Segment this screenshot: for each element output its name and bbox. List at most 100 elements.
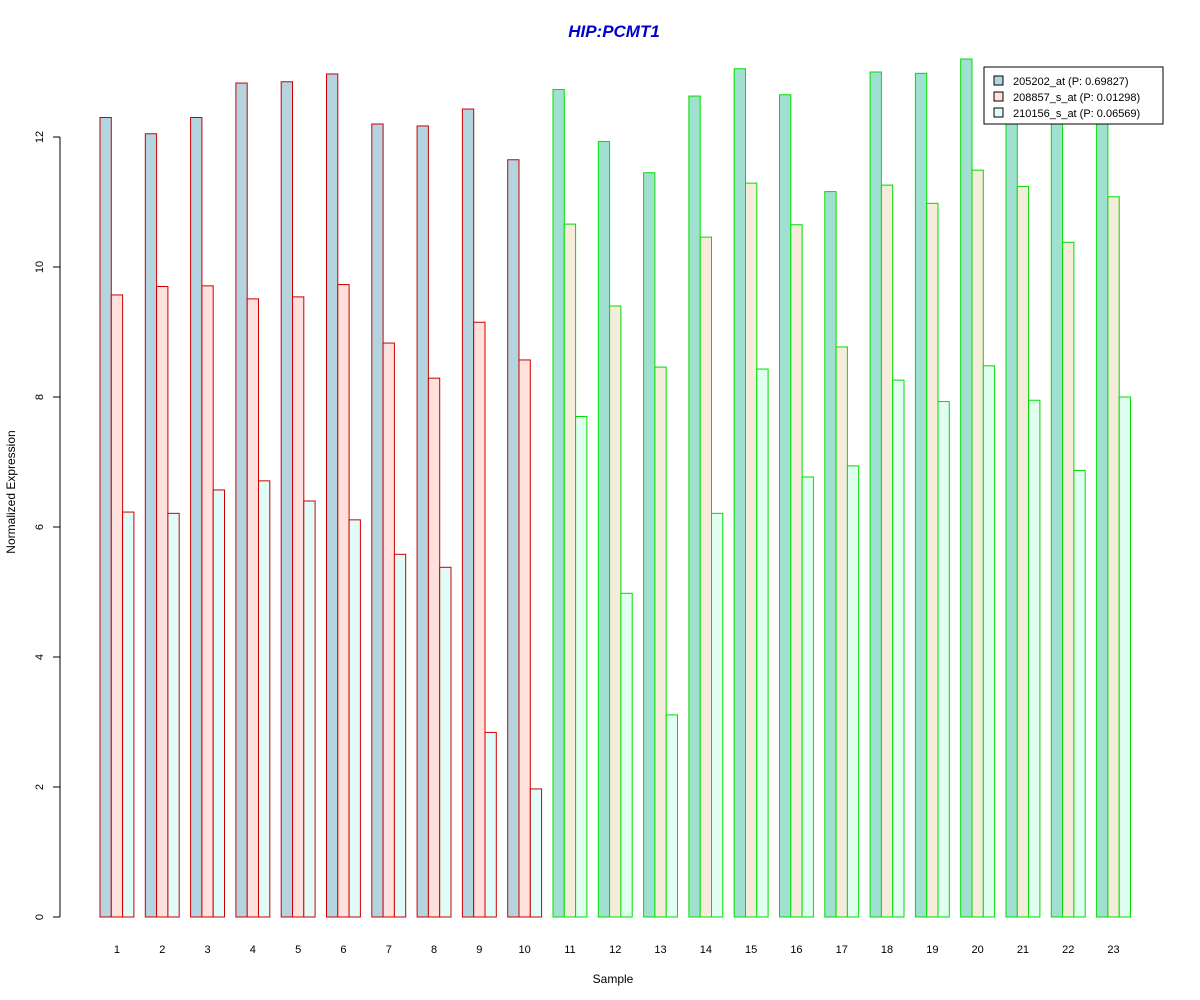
bar-sample-13-series-1: [643, 172, 656, 918]
x-tick-label: 10: [519, 944, 531, 956]
bar-sample-11-series-3: [575, 416, 588, 918]
bar-sample-19-series-3: [937, 401, 950, 918]
bars: [99, 58, 1131, 918]
bar-sample-21-series-2: [1016, 185, 1030, 918]
bar-sample-10-series-2: [518, 359, 531, 918]
bar-sample-23-series-2: [1107, 196, 1120, 918]
bar-sample-9-series-3: [484, 731, 497, 918]
legend-entry-1: 205202_at (P: 0.69827): [1013, 76, 1129, 88]
x-tick-label: 21: [1017, 944, 1029, 956]
bar-sample-15-series-1: [733, 68, 747, 918]
bar-sample-3-series-3: [212, 489, 225, 918]
bar-sample-12-series-1: [597, 141, 611, 918]
bar-sample-8-series-2: [427, 377, 441, 918]
y-axis-label: Normalized Expression: [4, 430, 18, 553]
legend-box: [983, 66, 1164, 125]
x-axis-label: Sample: [593, 972, 634, 986]
bar-sample-13-series-2: [654, 366, 667, 918]
bar-sample-7-series-2: [382, 342, 395, 918]
y-tick-label: 0: [34, 914, 46, 920]
x-tick-label: 15: [745, 944, 757, 956]
bar-sample-3-series-2: [201, 285, 214, 918]
bar-sample-21-series-1: [1005, 110, 1018, 918]
legend-entry-2: 208857_s_at (P: 0.01298): [1013, 92, 1140, 104]
bar-sample-18-series-2: [880, 184, 894, 918]
legend: 205202_at (P: 0.69827) 208857_s_at (P: 0.…: [983, 66, 1164, 125]
bar-sample-5-series-1: [280, 81, 294, 918]
y-tick-label: 2: [34, 784, 46, 790]
bar-sample-20-series-2: [971, 169, 984, 918]
bar-sample-15-series-3: [756, 368, 769, 918]
legend-swatch-1: [993, 75, 1004, 86]
bar-sample-20-series-1: [960, 58, 973, 918]
x-tick-label: 22: [1062, 944, 1074, 956]
bar-sample-5-series-2: [292, 296, 305, 918]
bar-sample-17-series-3: [846, 465, 860, 918]
legend-entry-3: 210156_s_at (P: 0.06569): [1013, 108, 1140, 120]
bar-sample-11-series-1: [552, 89, 565, 918]
legend-swatch-3: [993, 107, 1004, 118]
bar-sample-14-series-1: [688, 95, 701, 918]
bar-sample-2-series-2: [156, 286, 169, 918]
x-tick-label: 8: [431, 944, 437, 956]
x-tick-label: 17: [836, 944, 848, 956]
bar-sample-18-series-1: [869, 71, 882, 918]
bar-sample-11-series-2: [563, 223, 577, 918]
bar-sample-9-series-1: [461, 108, 475, 918]
x-tick-label: 20: [972, 944, 984, 956]
x-tick-label: 3: [204, 944, 210, 956]
bar-sample-19-series-1: [914, 72, 928, 918]
bar-sample-15-series-2: [745, 182, 758, 918]
x-tick-label: 16: [790, 944, 802, 956]
bar-sample-6-series-1: [326, 73, 339, 918]
bar-sample-22-series-3: [1073, 469, 1086, 918]
bar-sample-13-series-3: [665, 714, 679, 918]
x-tick-label: 23: [1107, 944, 1119, 956]
bar-sample-6-series-2: [337, 284, 350, 918]
bar-sample-5-series-3: [303, 500, 316, 918]
bar-sample-8-series-3: [439, 566, 452, 918]
y-tick-label: 8: [34, 394, 46, 400]
legend-swatch-2: [993, 91, 1004, 102]
x-tick-label: 2: [159, 944, 165, 956]
x-tick-labels: 1 2 3 4 5 6 7 8 9 10 11 12 13 14 15 16 17 18 19 20 21 22 23: [114, 944, 1120, 956]
bar-sample-4-series-3: [258, 480, 271, 918]
bar-sample-2-series-3: [167, 512, 180, 918]
x-tick-label: 6: [340, 944, 346, 956]
x-tick-label: 19: [926, 944, 938, 956]
bar-sample-10-series-1: [507, 159, 520, 918]
y-tick-label: 12: [34, 131, 46, 143]
bar-sample-9-series-2: [473, 321, 486, 918]
bar-sample-16-series-1: [779, 94, 792, 918]
bar-sample-22-series-2: [1062, 241, 1075, 918]
bar-sample-17-series-2: [835, 346, 848, 918]
bar-sample-7-series-1: [371, 123, 384, 918]
bar-sample-1-series-2: [110, 294, 124, 918]
bar-sample-1-series-3: [122, 511, 135, 918]
bar-sample-20-series-3: [982, 365, 996, 918]
x-tick-label: 1: [114, 944, 120, 956]
bar-sample-18-series-3: [892, 379, 905, 918]
x-tick-label: 4: [250, 944, 256, 956]
bar-sample-2-series-1: [144, 133, 158, 918]
bar-sample-14-series-3: [711, 512, 724, 918]
chart-title: HIP:PCMT1: [568, 22, 660, 41]
bar-sample-12-series-3: [620, 592, 633, 918]
bar-sample-16-series-2: [790, 224, 803, 918]
bar-sample-1-series-1: [99, 117, 112, 918]
bar-sample-8-series-1: [416, 125, 429, 918]
bar-sample-17-series-1: [824, 191, 837, 918]
y-tick-label: 10: [34, 261, 46, 273]
bar-sample-4-series-2: [246, 298, 259, 918]
x-tick-label: 18: [881, 944, 893, 956]
x-tick-label: 14: [700, 944, 712, 956]
bar-sample-14-series-2: [699, 236, 713, 918]
y-axis: 0 2 4 6 8 10 12: [34, 131, 61, 920]
x-tick-label: 13: [654, 944, 666, 956]
x-tick-label: 9: [476, 944, 482, 956]
y-tick-label: 4: [34, 654, 46, 660]
x-tick-label: 12: [609, 944, 621, 956]
bar-sample-12-series-2: [609, 305, 622, 918]
bar-sample-21-series-3: [1028, 399, 1041, 918]
